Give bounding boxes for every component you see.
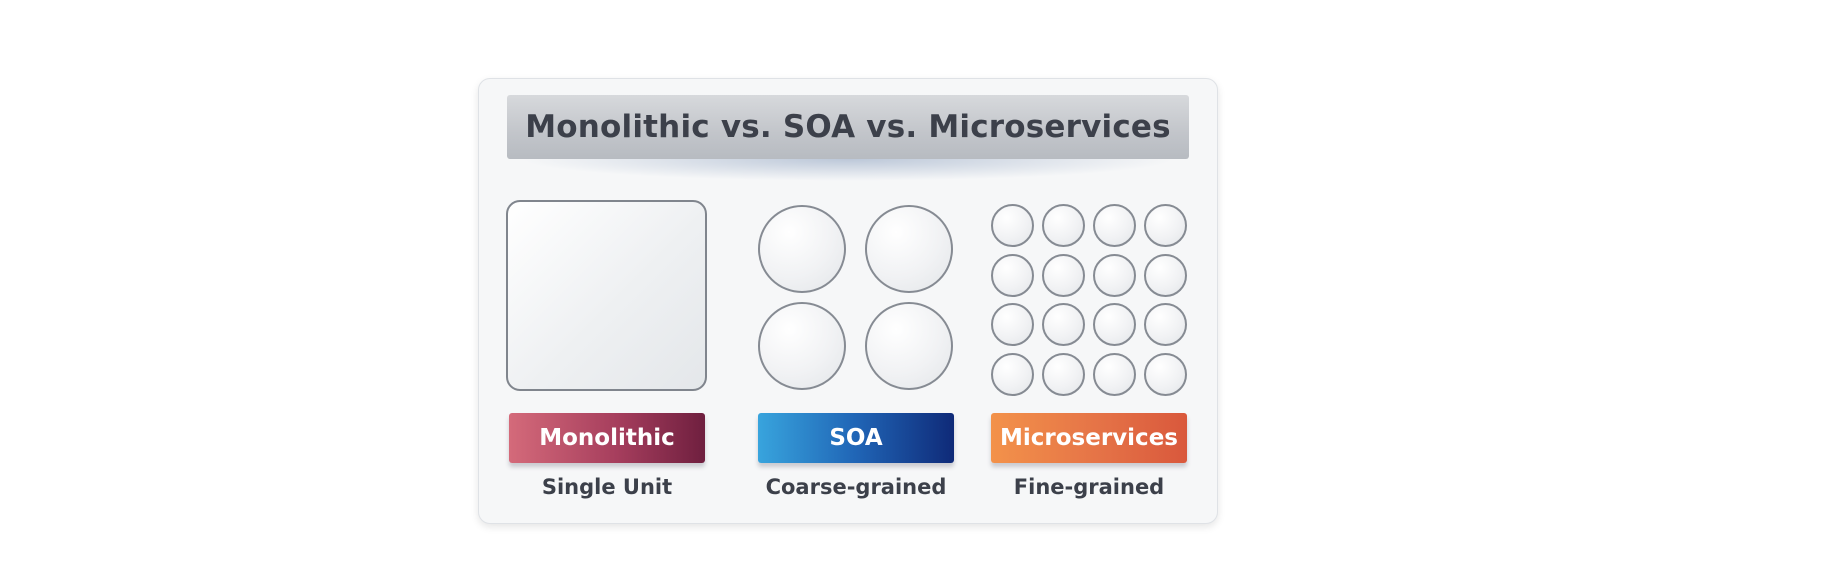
soa-caption: Coarse-grained	[765, 475, 947, 499]
title-banner-shadow	[519, 159, 1177, 181]
monolithic-unit	[506, 200, 707, 391]
microservice-circle	[1144, 253, 1187, 297]
microservice-circle	[991, 352, 1034, 396]
microservice-circle	[1093, 253, 1136, 297]
microservice-circle	[1144, 352, 1187, 396]
microservice-circle	[1042, 253, 1085, 297]
microservice-circle	[1093, 303, 1136, 346]
microservice-circle	[991, 303, 1034, 346]
microservices-caption: Fine-grained	[1013, 475, 1165, 499]
microservices-label: Microservices	[991, 413, 1187, 463]
soa-service-circle	[865, 302, 953, 390]
comparison-card: Monolithic vs. SOA vs. Microservices Mon…	[478, 78, 1218, 524]
microservice-circle	[1042, 204, 1085, 247]
title-banner: Monolithic vs. SOA vs. Microservices	[507, 95, 1189, 159]
monolithic-caption: Single Unit	[541, 475, 673, 499]
microservice-circle	[1093, 352, 1136, 396]
soa-service-circle	[758, 302, 846, 390]
monolithic-label: Monolithic	[509, 413, 705, 463]
microservice-circle	[1042, 303, 1085, 346]
microservice-circle	[1144, 303, 1187, 346]
soa-label: SOA	[758, 413, 954, 463]
microservice-circle	[991, 204, 1034, 247]
microservice-circle	[1144, 204, 1187, 247]
microservice-circle	[991, 253, 1034, 297]
soa-service-circle	[865, 205, 953, 293]
diagram-title: Monolithic vs. SOA vs. Microservices	[525, 109, 1171, 145]
microservice-circle	[1093, 204, 1136, 247]
microservice-circle	[1042, 352, 1085, 396]
soa-service-circle	[758, 205, 846, 293]
